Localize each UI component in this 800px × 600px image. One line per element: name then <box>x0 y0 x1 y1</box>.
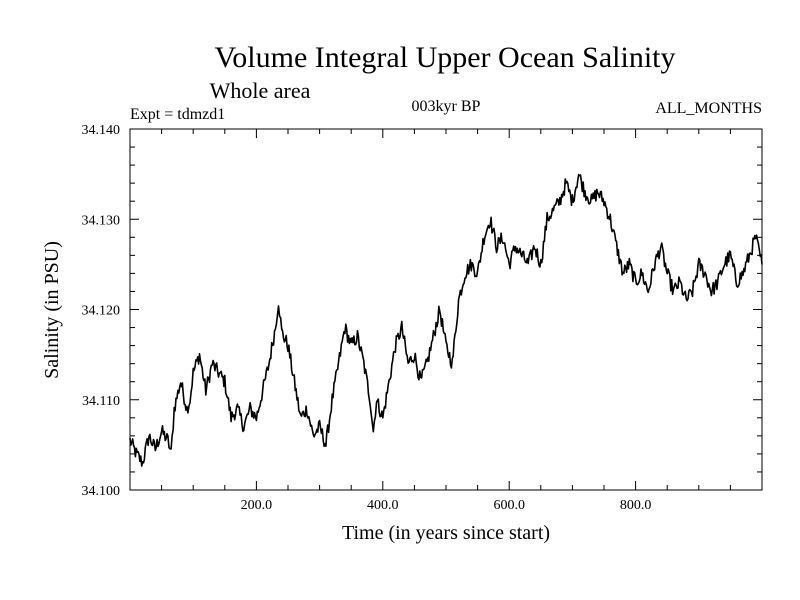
x-tick-label: 800.0 <box>620 498 652 513</box>
chart-subtitle: Whole area <box>210 78 311 103</box>
chart-title: Volume Integral Upper Ocean Salinity <box>215 41 676 74</box>
y-tick-label: 34.140 <box>82 123 121 138</box>
tick-labels-layer: 200.0 400.0 600.0 800.0 34.100 34.110 34.120 34… <box>82 123 652 513</box>
y-tick-label: 34.130 <box>82 213 121 228</box>
x-tick-label: 200.0 <box>241 498 273 513</box>
experiment-label: Expt = tdmzd1 <box>130 106 225 123</box>
x-tick-label: 600.0 <box>493 498 525 513</box>
y-tick-label: 34.100 <box>82 484 121 499</box>
x-tick-label: 400.0 <box>367 498 399 513</box>
plot-frame <box>129 128 763 491</box>
x-axis-label: Time (in years since start) <box>342 522 550 544</box>
salinity-series-line <box>129 173 763 467</box>
months-label: ALL_MONTHS <box>655 100 762 117</box>
y-tick-label: 34.110 <box>82 394 120 409</box>
y-axis-label: Salinity (in PSU) <box>41 241 63 379</box>
period-label: 003kyr BP <box>412 98 481 115</box>
y-tick-label: 34.120 <box>82 304 121 319</box>
ticks-layer <box>130 129 762 490</box>
